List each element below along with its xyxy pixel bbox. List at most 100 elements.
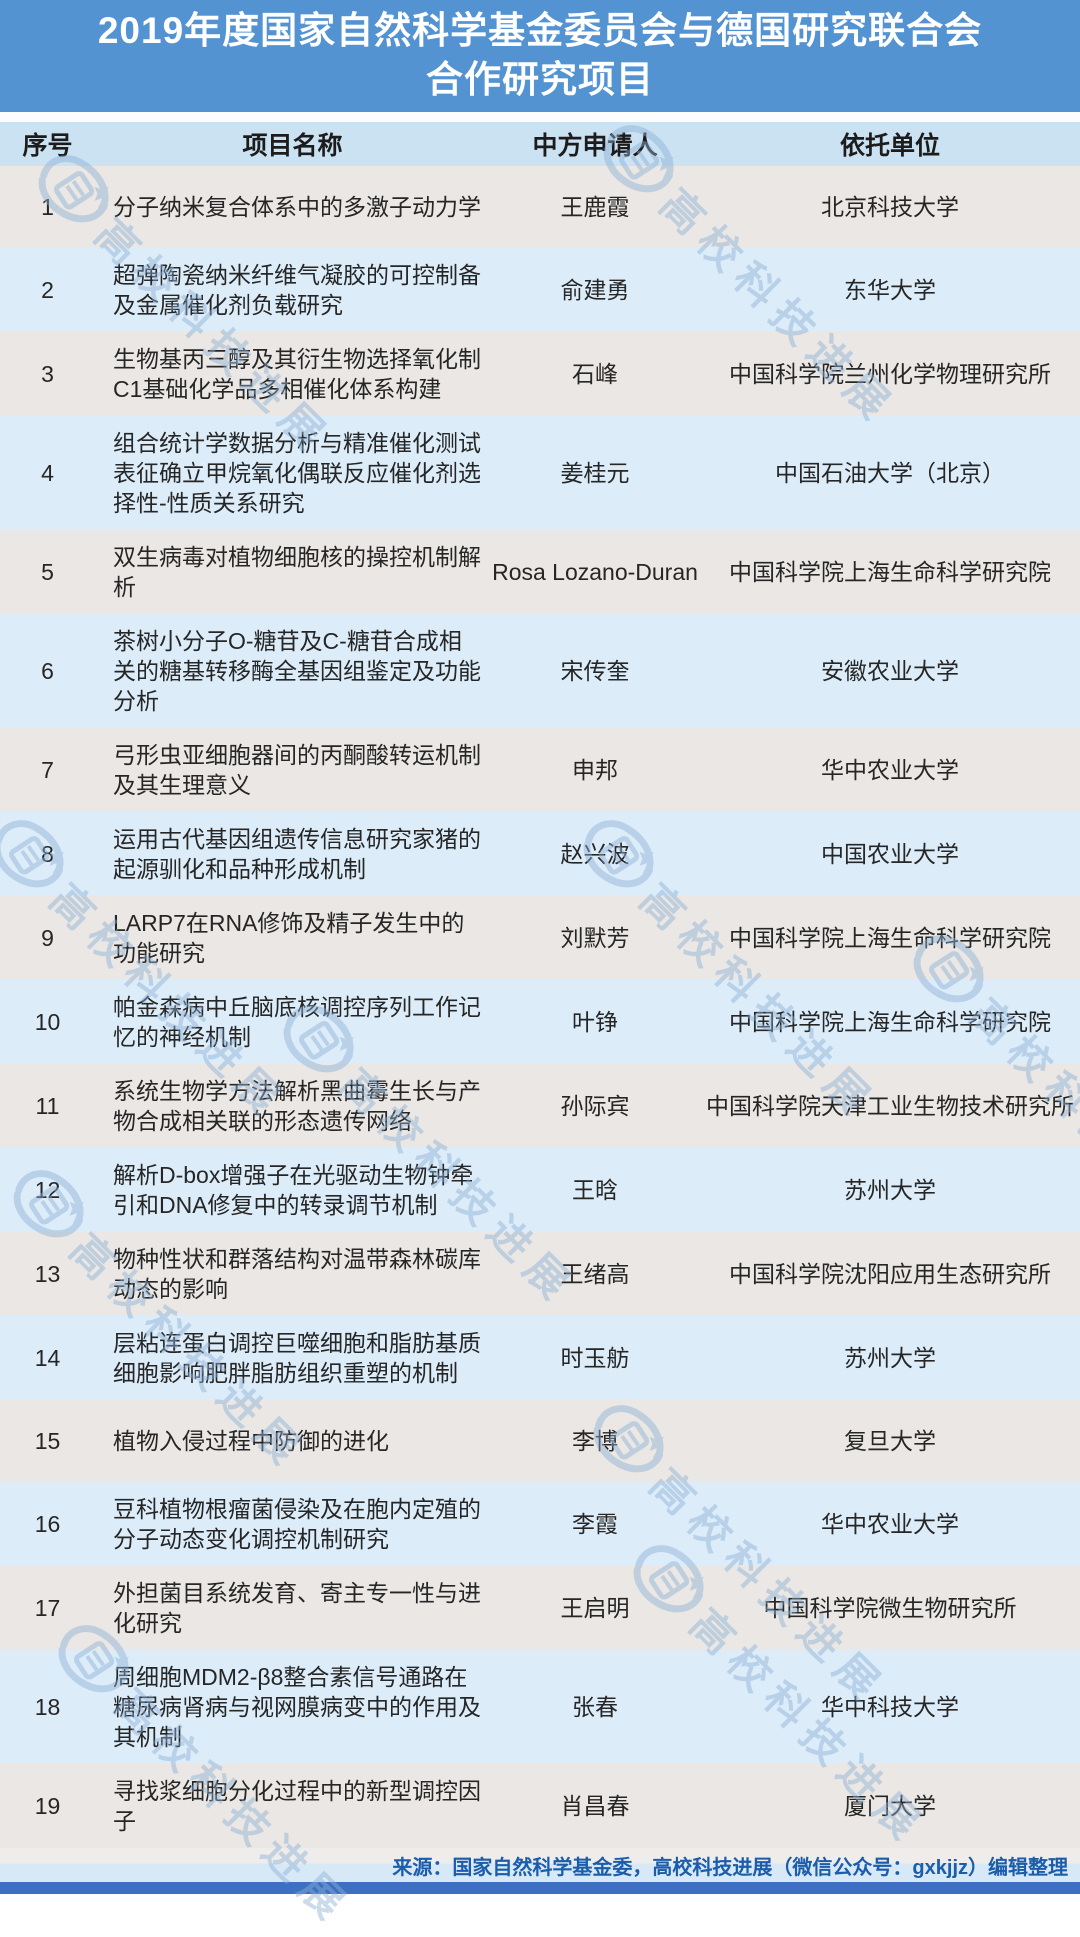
row-number-cell: 5 — [41, 559, 54, 585]
institution-cell: 中国科学院微生物研究所 — [763, 1595, 1017, 1621]
project-name-cell: 系统生物学方法解析黑曲霉生长与产物合成相关联的形态遗传网络 — [113, 1078, 481, 1134]
applicant-cell: 肖昌春 — [560, 1793, 630, 1819]
row-number-cell: 14 — [34, 1345, 61, 1371]
row-number-cell: 7 — [41, 757, 54, 783]
institution-cell: 厦门大学 — [844, 1793, 936, 1819]
project-name-cell: 帕金森病中丘脑底核调控序列工作记忆的神经机制 — [113, 994, 481, 1050]
banner-title-line2: 合作研究项目 — [426, 59, 654, 100]
header-no: 序号 — [22, 132, 73, 160]
header-applicant: 中方申请人 — [532, 132, 658, 160]
institution-cell: 中国科学院天津工业生物技术研究所 — [706, 1093, 1074, 1119]
row-number-cell: 3 — [41, 361, 54, 387]
row-number-cell: 19 — [34, 1793, 61, 1819]
project-name-cell: 植物入侵过程中防御的进化 — [113, 1428, 389, 1454]
project-name-cell: 物种性状和群落结构对温带森林碳库动态的影响 — [113, 1246, 481, 1302]
applicant-cell: 刘默芳 — [560, 925, 630, 951]
applicant-cell: 王鹿霞 — [560, 194, 630, 220]
project-name-cell: 豆科植物根瘤菌侵染及在胞内定殖的分子动态变化调控机制研究 — [113, 1496, 481, 1552]
institution-cell: 苏州大学 — [844, 1177, 936, 1203]
project-name-cell: 茶树小分子O-糖苷及C-糖苷合成相关的糖基转移酶全基因组鉴定及功能分析 — [113, 628, 481, 714]
row-number-cell: 9 — [41, 925, 54, 951]
table-row: 8 运用古代基因组遗传信息研究家猪的起源驯化和品种形成机制 赵兴波 中国农业大学 — [0, 812, 1080, 896]
institution-cell: 华中农业大学 — [821, 757, 959, 783]
applicant-cell: 张春 — [572, 1694, 618, 1720]
table-row: 10 帕金森病中丘脑底核调控序列工作记忆的神经机制 叶铮 中国科学院上海生命科学… — [0, 980, 1080, 1064]
project-name-cell: 双生病毒对植物细胞核的操控机制解析 — [113, 544, 481, 600]
applicant-cell: Rosa Lozano-Duran — [492, 559, 698, 585]
table-row: 12 解析D-box增强子在光驱动生物钟牵引和DNA修复中的转录调节机制 王晗 … — [0, 1148, 1080, 1232]
row-number-cell: 17 — [34, 1595, 61, 1621]
applicant-cell: 王启明 — [560, 1595, 630, 1621]
institution-cell: 复旦大学 — [844, 1428, 936, 1454]
table-row: 15 植物入侵过程中防御的进化 李博 复旦大学 — [0, 1400, 1080, 1482]
table-row: 3 生物基丙三醇及其衍生物选择氧化制C1基础化学品多相催化体系构建 石峰 中国科… — [0, 332, 1080, 416]
table-row: 18 周细胞MDM2-β8整合素信号通路在糖尿病肾病与视网膜病变中的作用及其机制… — [0, 1650, 1080, 1764]
table-row: 16 豆科植物根瘤菌侵染及在胞内定殖的分子动态变化调控机制研究 李霞 华中农业大… — [0, 1482, 1080, 1566]
table-row: 6 茶树小分子O-糖苷及C-糖苷合成相关的糖基转移酶全基因组鉴定及功能分析 宋传… — [0, 614, 1080, 728]
project-name-cell: 外担菌目系统发育、寄主专一性与进化研究 — [113, 1580, 481, 1636]
project-name-cell: 组合统计学数据分析与精准催化测试表征确立甲烷氧化偶联反应催化剂选择性-性质关系研… — [113, 430, 481, 516]
table-row: 11 系统生物学方法解析黑曲霉生长与产物合成相关联的形态遗传网络 孙际宾 中国科… — [0, 1064, 1080, 1148]
applicant-cell: 王晗 — [572, 1177, 618, 1203]
applicant-cell: 孙际宾 — [560, 1093, 630, 1119]
table-row: 9 LARP7在RNA修饰及精子发生中的功能研究 刘默芳 中国科学院上海生命科学… — [0, 896, 1080, 980]
row-number-cell: 12 — [34, 1177, 61, 1203]
applicant-cell: 俞建勇 — [560, 277, 630, 303]
institution-cell: 中国科学院兰州化学物理研究所 — [729, 361, 1051, 387]
table-row: 4 组合统计学数据分析与精准催化测试表征确立甲烷氧化偶联反应催化剂选择性-性质关… — [0, 416, 1080, 530]
institution-cell: 中国科学院上海生命科学研究院 — [729, 925, 1051, 951]
project-name-cell: 分子纳米复合体系中的多激子动力学 — [113, 194, 481, 220]
banner-title-line1: 2019年度国家自然科学基金委员会与德国研究联合会 — [97, 10, 983, 52]
table-row: 13 物种性状和群落结构对温带森林碳库动态的影响 王绪高 中国科学院沈阳应用生态… — [0, 1232, 1080, 1316]
row-number-cell: 6 — [41, 658, 54, 684]
row-number-cell: 15 — [34, 1428, 61, 1454]
project-name-cell: 解析D-box增强子在光驱动生物钟牵引和DNA修复中的转录调节机制 — [113, 1162, 474, 1218]
applicant-cell: 叶铮 — [572, 1009, 618, 1035]
row-number-cell: 13 — [34, 1261, 61, 1287]
institution-cell: 苏州大学 — [844, 1345, 936, 1371]
applicant-cell: 时玉舫 — [560, 1345, 630, 1371]
applicant-cell: 姜桂元 — [560, 460, 630, 486]
institution-cell: 安徽农业大学 — [821, 658, 959, 684]
row-number-cell: 4 — [41, 460, 54, 486]
table-row: 17 外担菌目系统发育、寄主专一性与进化研究 王启明 中国科学院微生物研究所 — [0, 1566, 1080, 1650]
institution-cell: 中国石油大学（北京） — [775, 460, 1005, 486]
project-name-cell: 生物基丙三醇及其衍生物选择氧化制C1基础化学品多相催化体系构建 — [113, 346, 481, 402]
row-number-cell: 18 — [34, 1694, 61, 1720]
table-header-row: 序号 项目名称 中方申请人 依托单位 — [0, 122, 1080, 166]
institution-cell: 东华大学 — [844, 277, 936, 303]
project-name-cell: LARP7在RNA修饰及精子发生中的功能研究 — [113, 910, 465, 966]
header-project: 项目名称 — [242, 132, 343, 160]
institution-cell: 北京科技大学 — [821, 194, 959, 220]
title-banner: 2019年度国家自然科学基金委员会与德国研究联合会 合作研究项目 — [0, 0, 1080, 112]
applicant-cell: 赵兴波 — [560, 841, 630, 867]
table-row: 7 弓形虫亚细胞器间的丙酮酸转运机制及其生理意义 申邦 华中农业大学 — [0, 728, 1080, 812]
table-row: 5 双生病毒对植物细胞核的操控机制解析 Rosa Lozano-Duran 中国… — [0, 530, 1080, 614]
row-number-cell: 8 — [41, 841, 54, 867]
project-name-cell: 运用古代基因组遗传信息研究家猪的起源驯化和品种形成机制 — [113, 826, 481, 882]
institution-cell: 华中农业大学 — [821, 1511, 959, 1537]
project-name-cell: 弓形虫亚细胞器间的丙酮酸转运机制及其生理意义 — [113, 742, 481, 798]
institution-cell: 中国农业大学 — [821, 841, 959, 867]
header-institution: 依托单位 — [839, 132, 940, 160]
project-name-cell: 寻找浆细胞分化过程中的新型调控因子 — [113, 1778, 481, 1834]
table-body: 1 分子纳米复合体系中的多激子动力学 王鹿霞 北京科技大学 2 超弹陶瓷纳米纤维… — [0, 166, 1080, 1848]
table-row: 2 超弹陶瓷纳米纤维气凝胶的可控制备及金属催化剂负载研究 俞建勇 东华大学 — [0, 248, 1080, 332]
row-number-cell: 2 — [41, 277, 54, 303]
footer-source-bar: 来源：国家自然科学基金委，高校科技进展（微信公众号：gxkjjz）编辑整理 — [0, 1848, 1080, 1882]
institution-cell: 中国科学院沈阳应用生态研究所 — [729, 1261, 1051, 1287]
institution-cell: 中国科学院上海生命科学研究院 — [729, 1009, 1051, 1035]
project-name-cell: 周细胞MDM2-β8整合素信号通路在糖尿病肾病与视网膜病变中的作用及其机制 — [113, 1664, 481, 1750]
bottom-blue-bar — [0, 1882, 1080, 1894]
applicant-cell: 李博 — [572, 1428, 618, 1454]
footer-source-text: 来源：国家自然科学基金委，高校科技进展（微信公众号：gxkjjz）编辑整理 — [392, 1856, 1068, 1879]
applicant-cell: 申邦 — [572, 757, 618, 783]
table-row: 14 层粘连蛋白调控巨噬细胞和脂肪基质细胞影响肥胖脂肪组织重塑的机制 时玉舫 苏… — [0, 1316, 1080, 1400]
table-row: 1 分子纳米复合体系中的多激子动力学 王鹿霞 北京科技大学 — [0, 166, 1080, 248]
applicant-cell: 李霞 — [572, 1511, 618, 1537]
project-name-cell: 层粘连蛋白调控巨噬细胞和脂肪基质细胞影响肥胖脂肪组织重塑的机制 — [113, 1330, 481, 1386]
table-row: 19 寻找浆细胞分化过程中的新型调控因子 肖昌春 厦门大学 — [0, 1764, 1080, 1848]
institution-cell: 中国科学院上海生命科学研究院 — [729, 559, 1051, 585]
applicant-cell: 宋传奎 — [560, 658, 630, 684]
applicant-cell: 王绪高 — [560, 1261, 630, 1287]
